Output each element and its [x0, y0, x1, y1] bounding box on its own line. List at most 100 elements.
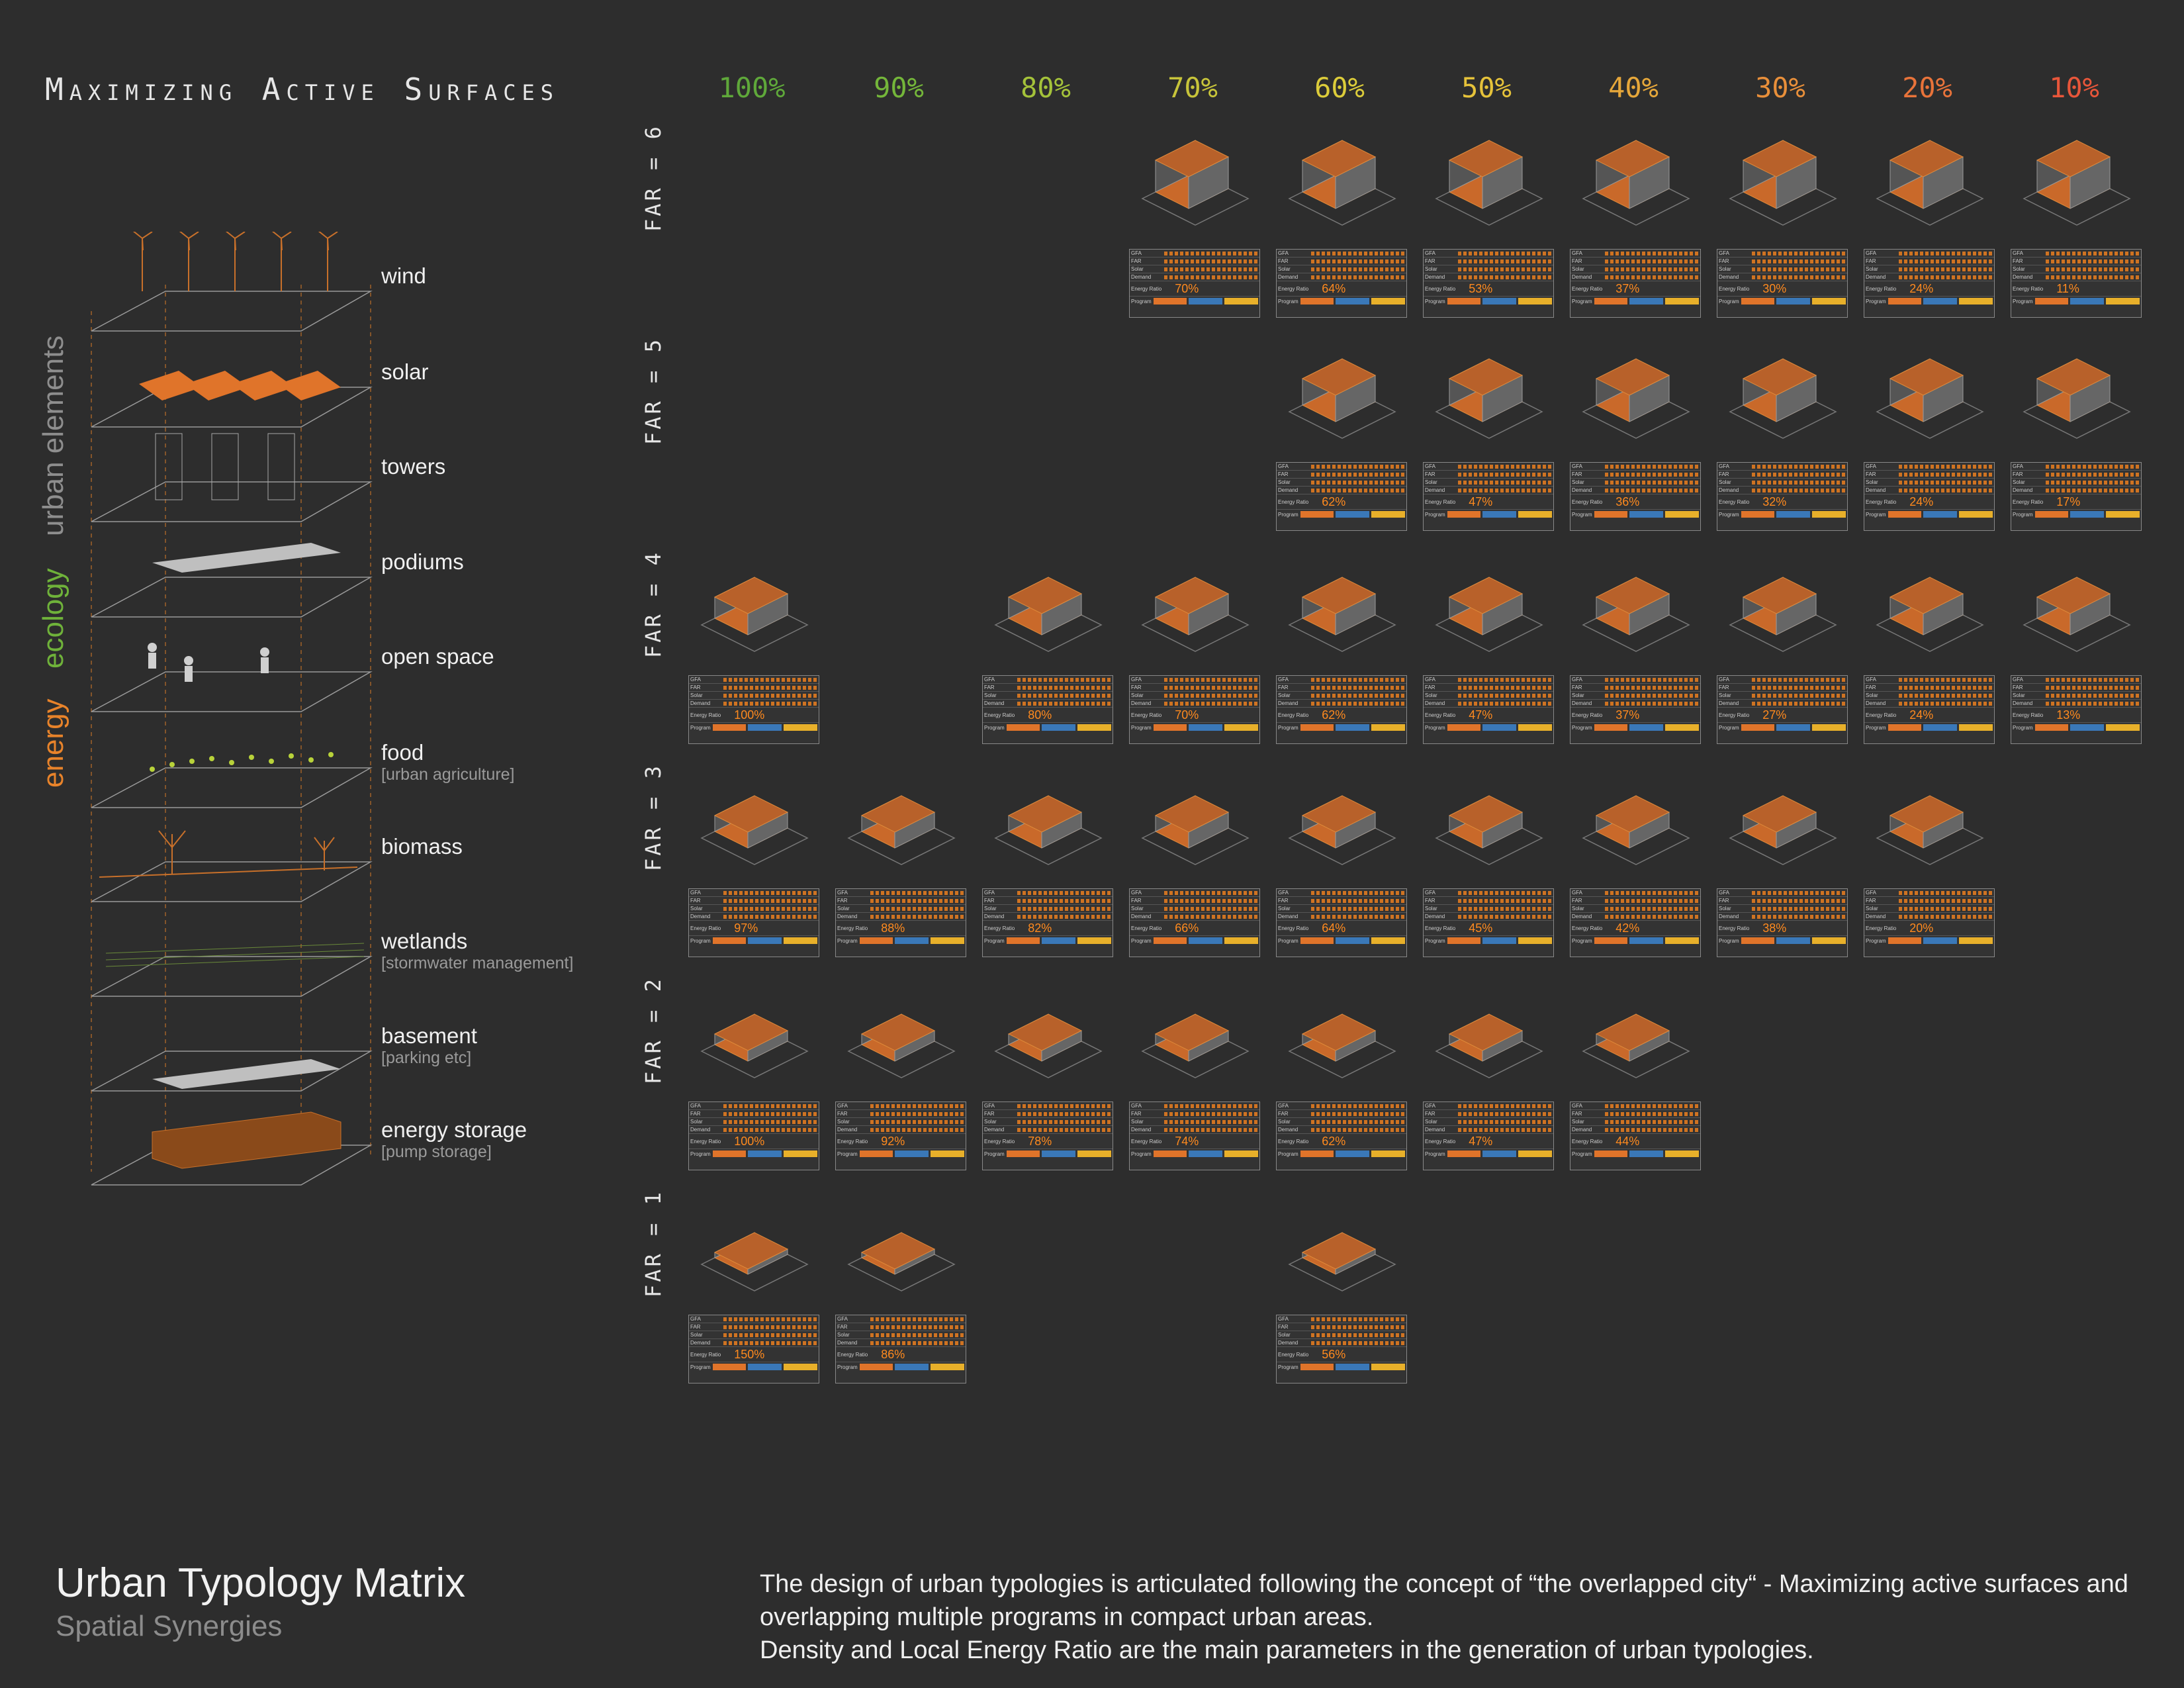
- card-field-label: GFA: [1425, 250, 1436, 256]
- card-bar: [1899, 464, 1993, 469]
- layer-label: towers: [381, 454, 446, 479]
- card-field-label: Program: [1866, 511, 1886, 518]
- card-bar: [1752, 685, 1846, 690]
- card-bar: [870, 890, 964, 895]
- energy-ratio-value: 62%: [1322, 1134, 1346, 1148]
- card-field-label: Solar: [1425, 266, 1437, 272]
- card-row: Demand: [1424, 487, 1553, 494]
- card-row: GFA: [1864, 889, 1994, 897]
- typology-massing: [1435, 577, 1543, 652]
- card-field-label: Demand: [1425, 1127, 1445, 1133]
- card-field-label: FAR: [1278, 258, 1289, 264]
- card-row: Solar: [1277, 1118, 1406, 1126]
- program-commercial-swatch: [1888, 937, 1922, 944]
- card-field-label: Solar: [1866, 906, 1878, 912]
- card-field-label: Program: [1866, 298, 1886, 305]
- card-field-label: GFA: [1278, 1103, 1289, 1109]
- card-field-label: FAR: [837, 898, 848, 904]
- percentage-header: 40%: [1608, 71, 1659, 104]
- program-row: Program: [689, 1362, 819, 1372]
- card-field-label: FAR: [690, 1111, 701, 1117]
- typology-card: GFA FAR Solar Demand Energy Ratio 38% Progra…: [1717, 888, 1848, 957]
- card-field-label: Energy Ratio: [1131, 285, 1162, 292]
- program-commercial-swatch: [1594, 724, 1628, 731]
- card-field-label: Energy Ratio: [1425, 498, 1456, 505]
- energy-ratio-value: 150%: [734, 1347, 765, 1361]
- program-row: Program: [2011, 510, 2141, 519]
- energy-ratio-value: 36%: [1615, 494, 1640, 508]
- typology-massing: [1582, 795, 1690, 865]
- card-field-label: Energy Ratio: [1278, 1138, 1309, 1145]
- card-field-label: FAR: [984, 898, 995, 904]
- card-row: GFA: [1130, 676, 1259, 684]
- typology-card: GFA FAR Solar Demand Energy Ratio 70% Progra…: [1129, 249, 1260, 318]
- card-bar: [723, 1111, 817, 1116]
- card-field-label: Program: [1425, 1150, 1445, 1157]
- card-bar: [1017, 677, 1111, 682]
- card-field-label: Demand: [837, 1340, 858, 1346]
- typology-card: GFA FAR Solar Demand Energy Ratio 100% Progr…: [688, 1102, 819, 1170]
- program-residential-swatch: [1518, 724, 1552, 731]
- typology-card: GFA FAR Solar Demand Energy Ratio 37% Progra…: [1570, 675, 1701, 744]
- card-bar: [1752, 677, 1846, 682]
- energy-ratio-value: 47%: [1469, 494, 1493, 508]
- solar-panel-icon: [139, 371, 341, 400]
- layer-stack-diagram: [91, 232, 373, 1186]
- card-field-label: Solar: [1425, 906, 1437, 912]
- card-row: FAR: [689, 1323, 819, 1331]
- card-bar: [1899, 480, 1993, 485]
- program-office-swatch: [1189, 724, 1223, 731]
- card-bar: [2046, 472, 2140, 477]
- card-bar: [1458, 890, 1552, 895]
- typology-massing: [1729, 795, 1837, 865]
- typology-card: GFA FAR Solar Demand Energy Ratio 32% Progra…: [1717, 462, 1848, 531]
- typology-card: GFA FAR Solar Demand Energy Ratio 62% Progra…: [1276, 462, 1407, 531]
- card-field-label: Demand: [1719, 487, 1739, 493]
- card-bar: [723, 1340, 817, 1345]
- card-row: FAR: [1277, 471, 1406, 479]
- card-row: Solar: [1570, 265, 1700, 273]
- card-field-label: Solar: [690, 1119, 703, 1125]
- card-field-label: Solar: [690, 906, 703, 912]
- far-row-label: FAR = 6: [641, 124, 666, 232]
- card-field-label: GFA: [1425, 677, 1436, 682]
- energy-ratio-row: Energy Ratio 20%: [1864, 921, 1994, 936]
- typology-card: GFA FAR Solar Demand Energy Ratio 64% Progra…: [1276, 888, 1407, 957]
- card-row: Demand: [1277, 273, 1406, 281]
- typology-cell: GFA FAR Solar Demand Energy Ratio 45% Progra…: [1423, 759, 1555, 957]
- card-bar: [1458, 259, 1552, 263]
- card-row: Solar: [1570, 905, 1700, 913]
- card-row: FAR: [1424, 258, 1553, 265]
- card-row: Solar: [983, 692, 1113, 700]
- program-commercial-swatch: [1300, 1150, 1334, 1157]
- typology-cell: GFA FAR Solar Demand Energy Ratio 70% Progra…: [1129, 119, 1261, 318]
- far-row-label: FAR = 1: [641, 1190, 666, 1297]
- card-bar: [1605, 1103, 1699, 1108]
- card-bar: [1605, 259, 1699, 263]
- card-field-label: Solar: [1425, 479, 1437, 485]
- far-row-label: FAR = 2: [641, 976, 666, 1084]
- card-row: Solar: [1570, 692, 1700, 700]
- card-field-label: Demand: [1278, 914, 1298, 919]
- card-field-label: Energy Ratio: [690, 1351, 721, 1358]
- energy-ratio-value: 44%: [1615, 1134, 1640, 1148]
- program-row: Program: [1570, 297, 1700, 306]
- card-bar: [1899, 267, 1993, 271]
- typology-cell: GFA FAR Solar Demand Energy Ratio 70% Progra…: [1129, 545, 1261, 744]
- layer-label: basement: [381, 1023, 477, 1048]
- typology-cell: GFA FAR Solar Demand Energy Ratio 86% Progra…: [835, 1185, 968, 1383]
- energy-ratio-row: Energy Ratio 13%: [2011, 708, 2141, 723]
- card-row: GFA: [1864, 676, 1994, 684]
- program-office-swatch: [1336, 724, 1370, 731]
- card-field-label: GFA: [690, 890, 702, 896]
- card-row: Solar: [689, 1118, 819, 1126]
- card-row: GFA: [689, 889, 819, 897]
- program-office-swatch: [2070, 298, 2105, 305]
- card-row: Demand: [1864, 273, 1994, 281]
- program-residential-swatch: [784, 1150, 817, 1157]
- card-field-label: Solar: [2013, 479, 2025, 485]
- card-field-label: FAR: [690, 898, 701, 904]
- card-field-label: FAR: [984, 1111, 995, 1117]
- card-bar: [1311, 1333, 1405, 1337]
- card-bar: [2046, 464, 2140, 469]
